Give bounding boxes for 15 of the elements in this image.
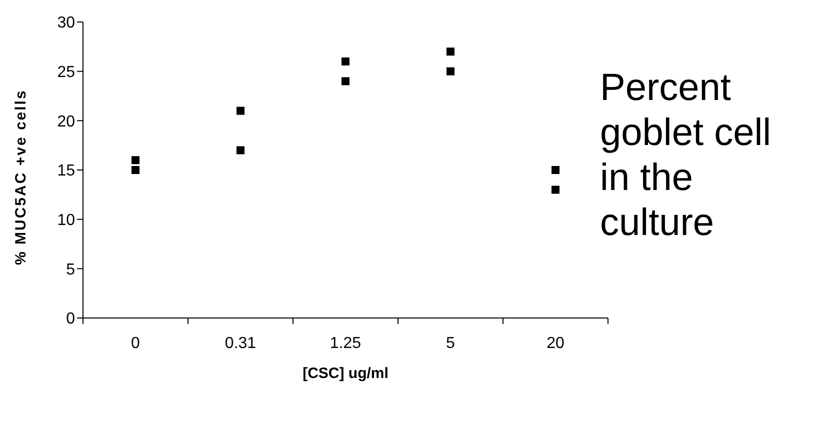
y-tick-label: 30 (57, 14, 76, 32)
y-tick-label: 25 (57, 64, 76, 82)
y-tick-label: 0 (66, 310, 76, 328)
x-tick-label: 1.25 (330, 335, 362, 352)
y-tick-label: 20 (57, 113, 76, 130)
x-tick-label: 0.31 (224, 335, 256, 352)
y-tick-label: 15 (57, 162, 76, 180)
x-tick-label: 0 (131, 335, 140, 352)
x-tick-label: 5 (446, 335, 456, 352)
x-tick-label: 20 (546, 335, 564, 352)
y-tick-label: 10 (57, 212, 76, 230)
annotation: Percent goblet cell in the culture (600, 66, 772, 246)
y-axis-title: % MUC5AC +ve cells (12, 89, 30, 265)
x-axis-title: [CSC] ug/ml (302, 365, 388, 382)
y-tick-label: 5 (66, 261, 76, 278)
